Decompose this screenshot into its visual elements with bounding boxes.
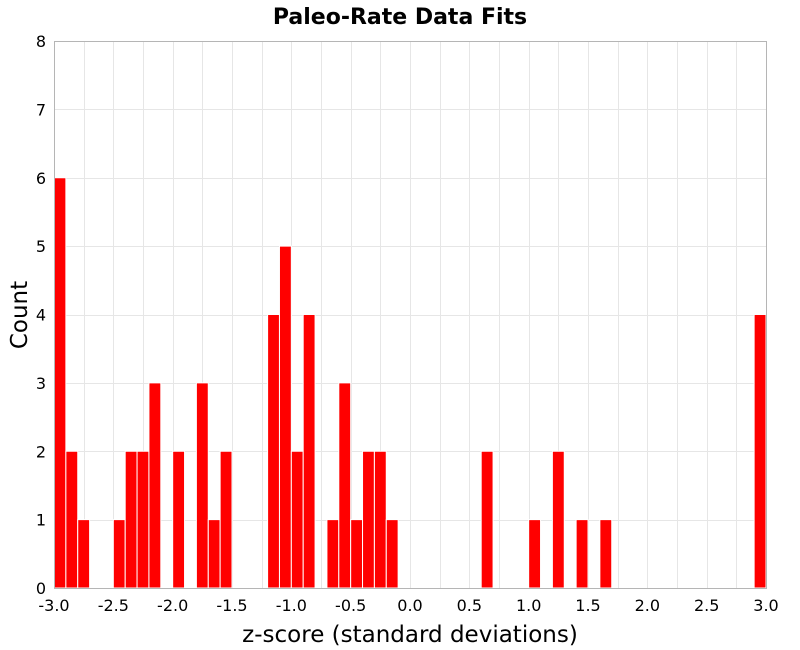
histogram-bar (219, 450, 233, 589)
histogram-bar (528, 519, 542, 589)
y-tick-label: 6 (36, 169, 46, 188)
y-tick-label: 2 (36, 442, 46, 461)
x-tick-label: -2.5 (98, 596, 129, 615)
histogram-bar (65, 450, 79, 589)
x-tick-labels: -3.0 -2.5 -2.0 -1.5 -1.0 -0.5 0.0 0.5 1.0 1.5 2.0 2… (38, 596, 778, 615)
histogram-bar (124, 450, 138, 589)
x-tick-label: 0.5 (457, 596, 482, 615)
y-axis-label: Count (7, 281, 33, 349)
y-tick-labels: 0 1 2 3 4 5 6 7 8 (36, 32, 46, 598)
chart-title: Paleo-Rate Data Fits (273, 5, 527, 30)
x-tick-label: 2.0 (635, 596, 660, 615)
histogram-bar (326, 519, 340, 589)
x-tick-label: 3.0 (753, 596, 778, 615)
histogram-bar (551, 450, 565, 589)
histogram-bar (136, 450, 150, 589)
bars-layer (53, 177, 767, 589)
histogram-bar (338, 382, 352, 589)
x-tick-label: -0.5 (335, 596, 366, 615)
plot-frame (54, 41, 767, 589)
y-tick-label: 0 (36, 579, 46, 598)
histogram-bar (362, 450, 375, 589)
x-tick-label: -1.5 (216, 596, 247, 615)
histogram-bar (172, 450, 186, 589)
x-tick-label: 1.5 (575, 596, 600, 615)
histogram-bar (148, 382, 162, 589)
histogram-bar (195, 382, 209, 589)
y-tick-label: 8 (36, 32, 46, 51)
histogram-bar (373, 450, 387, 589)
x-tick-label: -1.0 (276, 596, 307, 615)
y-tick-label: 4 (36, 306, 46, 325)
histogram-bar (53, 177, 67, 589)
grid-layer (54, 41, 766, 588)
histogram-bar (480, 450, 494, 589)
x-tick-label: 0.0 (397, 596, 422, 615)
histogram-bar (599, 519, 613, 589)
histogram-bar (575, 519, 589, 589)
x-tick-label: 1.0 (516, 596, 541, 615)
histogram-bar (77, 519, 91, 589)
x-tick-label: 2.5 (694, 596, 719, 615)
x-tick-label: -2.0 (157, 596, 188, 615)
y-tick-label: 3 (36, 374, 46, 393)
histogram-bar (350, 519, 364, 589)
histogram-bar (267, 314, 280, 589)
x-axis-label: z-score (standard deviations) (242, 622, 578, 648)
histogram-bar (207, 519, 221, 589)
y-tick-label: 7 (36, 100, 46, 119)
histogram-bar (753, 314, 767, 589)
y-tick-label: 5 (36, 237, 46, 256)
histogram-bar (290, 450, 304, 589)
histogram-bar (385, 519, 399, 589)
y-tick-label: 1 (36, 511, 46, 530)
histogram-bar (112, 519, 126, 589)
x-tick-label: -3.0 (38, 596, 69, 615)
histogram-bar (302, 314, 316, 589)
histogram-bar (278, 245, 292, 589)
